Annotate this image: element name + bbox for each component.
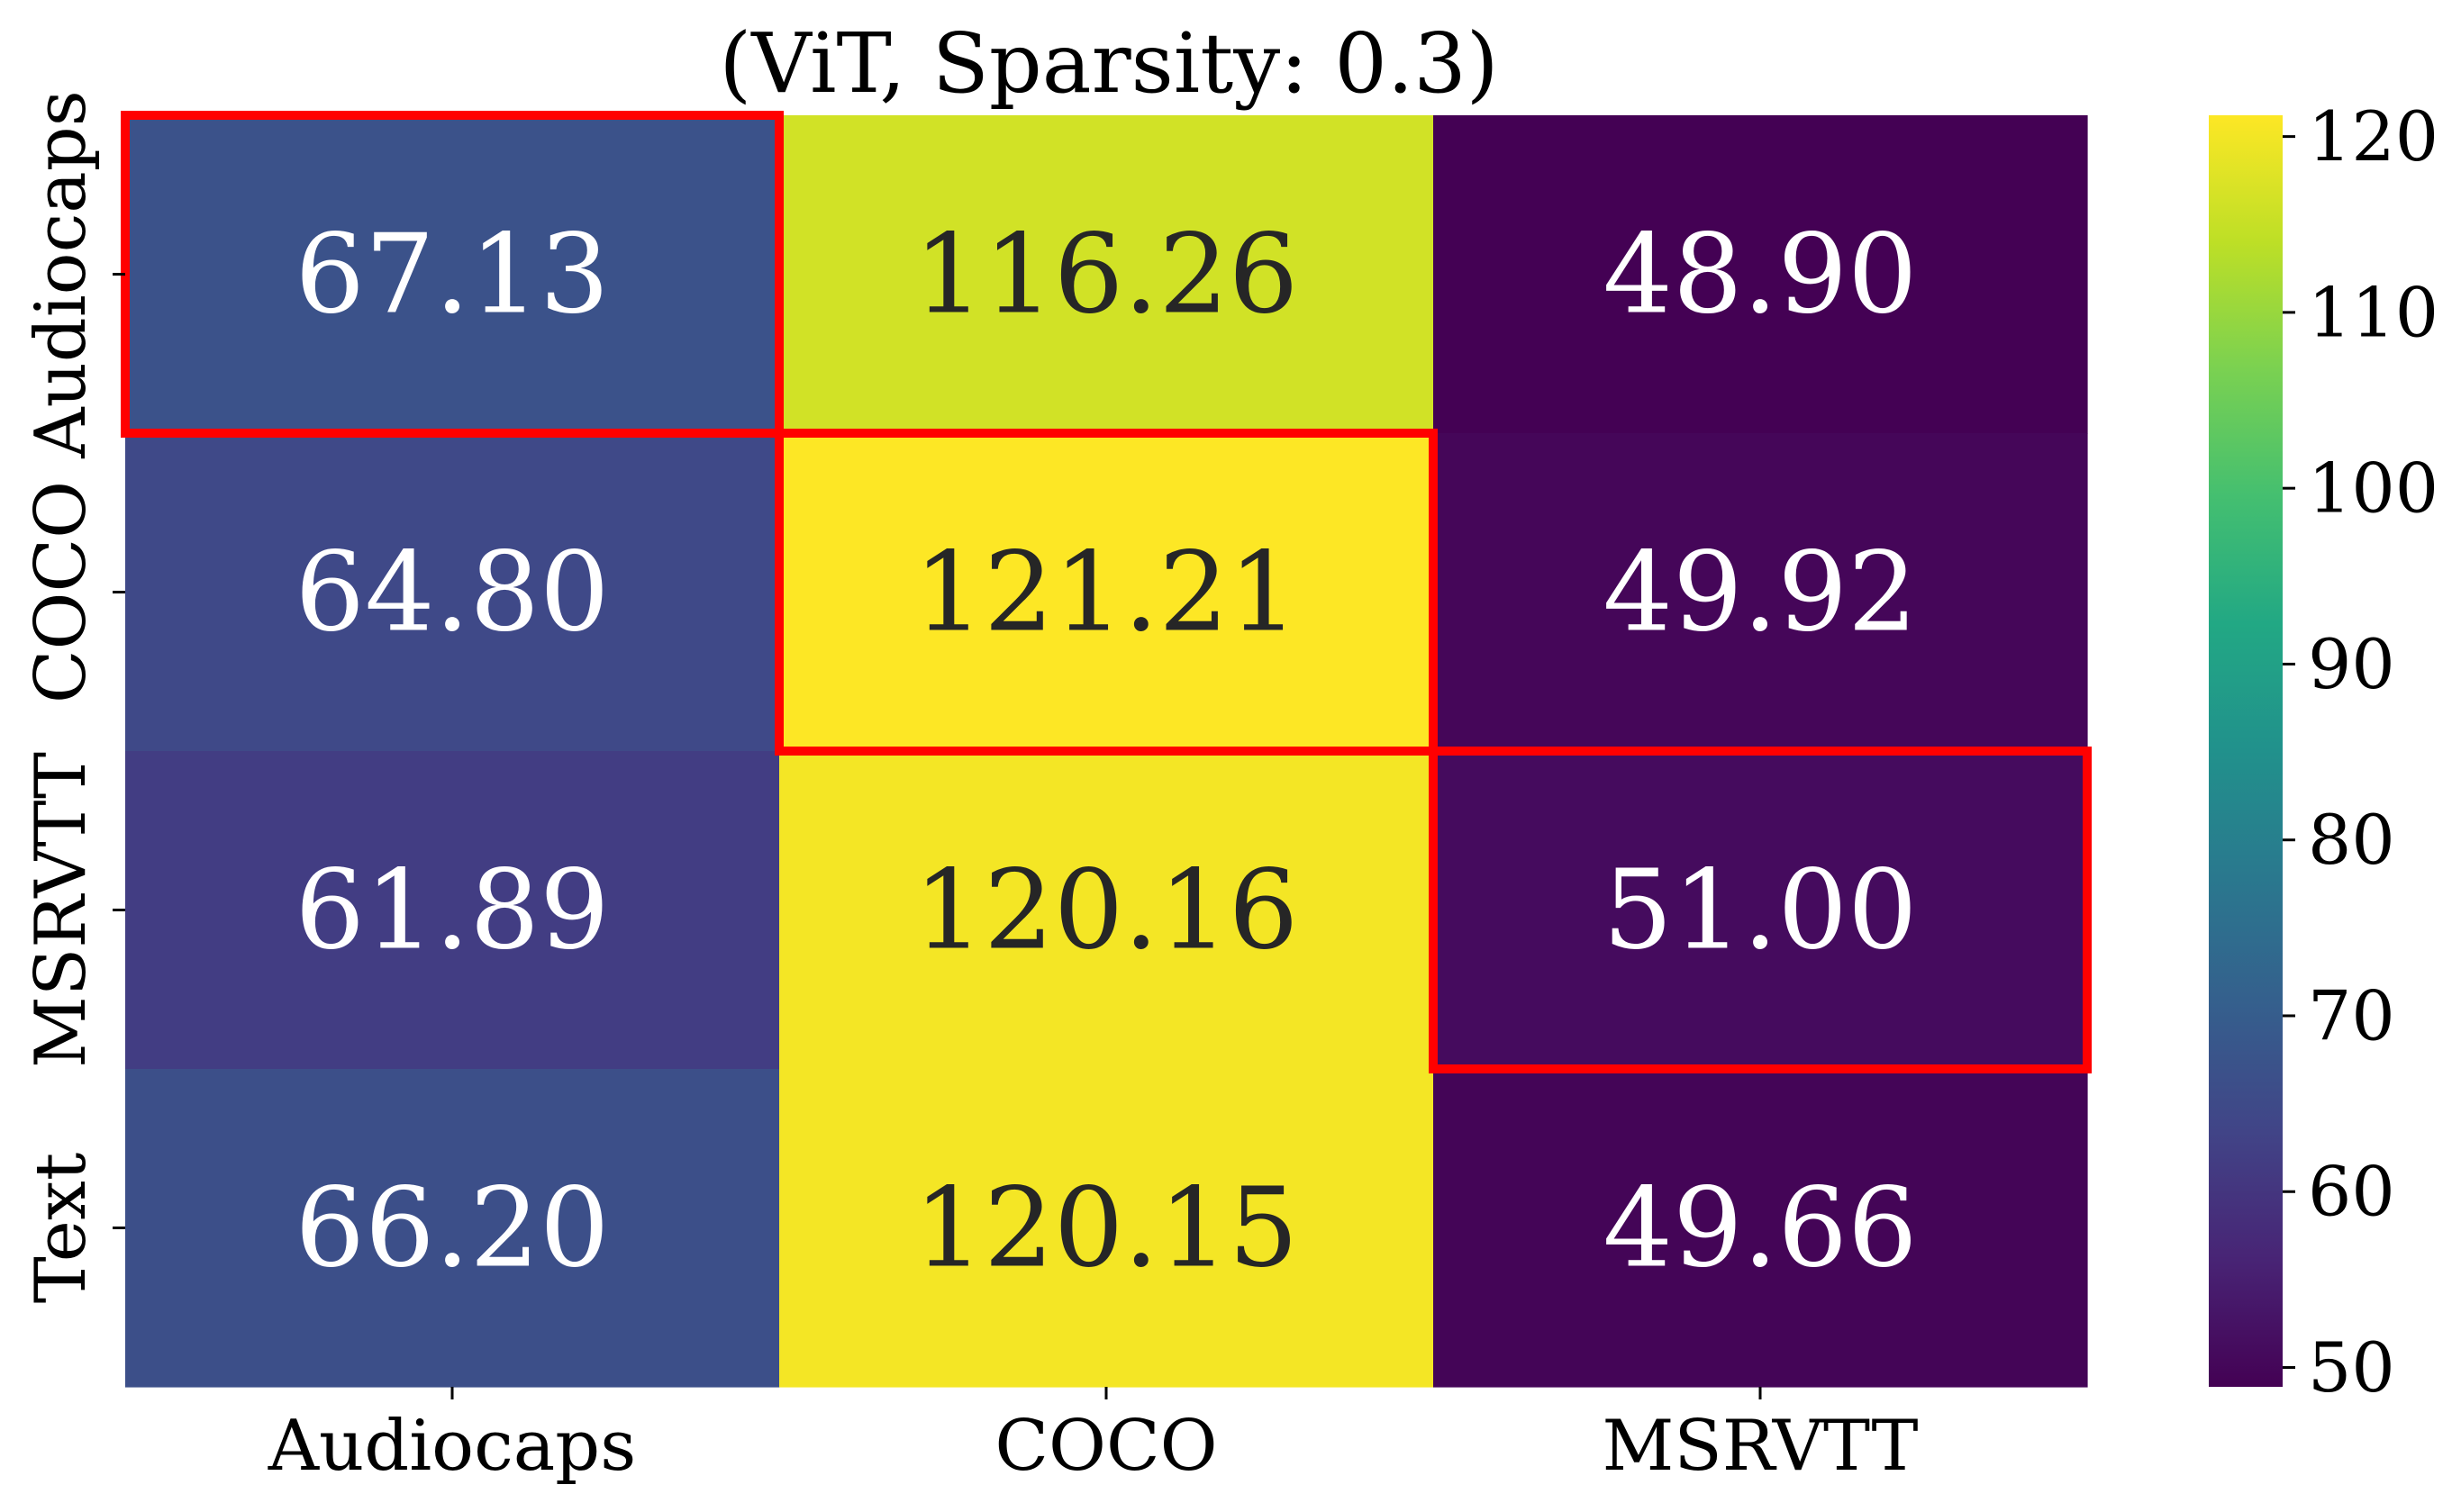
cell-value-label: 51.00 (1603, 847, 1917, 974)
cell-value-label: 121.21 (914, 529, 1299, 656)
cell-value-label: 48.90 (1603, 211, 1917, 339)
cell-value-label: 66.20 (295, 1164, 609, 1292)
colorbar-tick-label: 90 (2308, 624, 2395, 704)
heatmap-cell (125, 115, 780, 434)
heatmap-cell (1433, 115, 2088, 434)
colorbar-tick-label: 50 (2308, 1327, 2395, 1408)
highlight-box (1429, 747, 2092, 1073)
heatmap-cell (1433, 433, 2088, 752)
heatmap-cell (125, 433, 780, 752)
cell-value-label: 49.66 (1603, 1164, 1917, 1292)
y-axis: Audiocaps COCO MSRVTT Text (21, 90, 125, 1303)
chart-title: (ViT, Sparsity: 0.3) (719, 15, 1498, 112)
cell-value-label: 116.26 (914, 211, 1299, 339)
heatmap-cell (1433, 1069, 2088, 1388)
heatmap-cell (1433, 751, 2088, 1070)
cell-value-label: 49.92 (1603, 529, 1917, 656)
heatmap-cell (125, 751, 780, 1070)
y-tick-label: MSRVTT (21, 752, 102, 1068)
cell-value-label: 64.80 (295, 529, 609, 656)
x-tick-label: MSRVTT (1602, 1406, 1918, 1487)
colorbar: 50 60 70 80 90 100 110 120 (2209, 96, 2438, 1408)
colorbar-gradient (2209, 115, 2283, 1387)
y-tick-label: Text (21, 1153, 102, 1303)
x-tick-label: COCO (994, 1406, 1217, 1487)
heatmap-cell (779, 751, 1434, 1070)
highlight-box (775, 429, 1438, 756)
y-tick-label: COCO (21, 481, 102, 703)
colorbar-tick-label: 100 (2308, 448, 2438, 529)
colorbar-tick-label: 120 (2308, 96, 2438, 177)
colorbar-tick-label: 60 (2308, 1152, 2395, 1232)
heatmap-cells: 67.13 116.26 48.90 64.80 121.21 49.92 61.89 120… (125, 115, 2088, 1388)
x-tick-label: Audiocaps (268, 1406, 637, 1487)
y-tick-label: Audiocaps (21, 90, 102, 459)
heatmap-cell (779, 1069, 1434, 1388)
colorbar-tick-label: 80 (2308, 800, 2395, 880)
heatmap-cell (125, 1069, 780, 1388)
heatmap-cell (779, 433, 1434, 752)
cell-value-label: 61.89 (295, 847, 609, 974)
cell-value-label: 67.13 (295, 211, 609, 339)
cell-value-label: 120.15 (914, 1164, 1299, 1292)
heatmap-cell (779, 115, 1434, 434)
colorbar-tick-label: 70 (2308, 975, 2395, 1055)
colorbar-tick-label: 110 (2308, 272, 2438, 352)
cell-value-label: 120.16 (914, 847, 1299, 974)
x-axis: Audiocaps COCO MSRVTT (268, 1387, 1919, 1487)
colorbar-ticks: 50 60 70 80 90 100 110 120 (2283, 96, 2438, 1408)
